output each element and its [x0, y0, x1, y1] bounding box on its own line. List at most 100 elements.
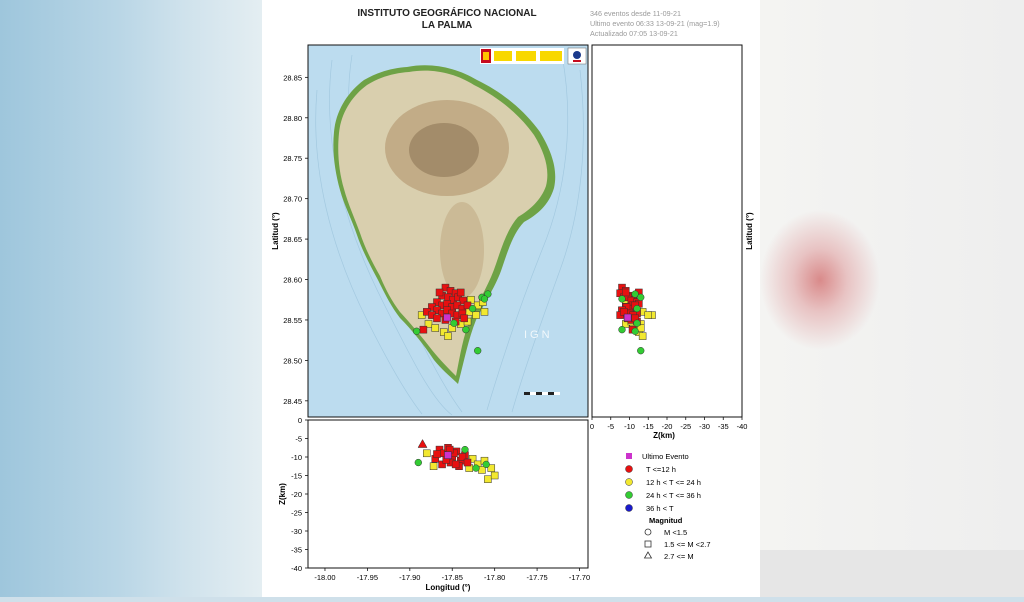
- depth-latitude-tick-label: -35: [718, 422, 729, 431]
- ign-watermark: IGN: [524, 329, 553, 341]
- depth-longitude-ytick-label: -40: [291, 564, 302, 573]
- depth-latitude-points: [616, 283, 656, 355]
- epicenter-t3: [450, 319, 458, 327]
- legend-t1-label: T <=12 h: [646, 465, 676, 474]
- hypocenter-t3: [633, 304, 641, 313]
- depth-latitude-tick-label: 0: [590, 422, 594, 431]
- depth-longitude-ytick-label: -20: [291, 490, 302, 499]
- depth-longitude-panel: -18.00 -17.95 -17.90 -17.85 -17.80 -17.75 -17.…: [278, 416, 590, 592]
- depth-latitude-tick-label: -10: [624, 422, 635, 431]
- depth-longitude-xtick-label: -17.90: [399, 573, 420, 582]
- legend-m2-marker: [644, 540, 652, 548]
- depth-longitude-xtick-label: -18.00: [314, 573, 335, 582]
- depth-longitude-xlabel: Longitud (°): [426, 583, 471, 592]
- blurred-background-right-bottom: [760, 550, 1024, 597]
- depth-point-t3: [482, 460, 490, 469]
- depth-point-triangle: [417, 439, 428, 448]
- map-ytick-label: 28.70: [283, 195, 302, 204]
- hypocenter-t2: [638, 332, 647, 340]
- map-ytick-label: 28.55: [283, 316, 302, 325]
- depth-latitude-x-ticks: 0 -5 -10 -15 -20 -25 -30 -35 -40: [590, 417, 748, 431]
- hypocenter-t3: [631, 290, 639, 298]
- map-ytick-label: 28.65: [283, 235, 302, 244]
- depth-point-t1: [451, 460, 460, 469]
- legend: Ultimo Evento T <=12 h 12 h < T <= 24 h …: [625, 452, 711, 561]
- map-ytick-label: 28.75: [283, 154, 302, 163]
- legend-m3-label: 2.7 <= M: [664, 552, 694, 561]
- epicenter-t1: [419, 325, 428, 334]
- epicenter-t1: [435, 288, 444, 297]
- depth-longitude-ytick-label: -35: [291, 546, 302, 555]
- map-y-ticks: 28.85 28.80 28.75 28.70 28.65 28.60 28.55 28.50…: [283, 73, 308, 406]
- legend-m1-label: M <1.5: [664, 528, 687, 537]
- depth-point-ultimo: [444, 451, 452, 459]
- depth-point-t2: [487, 464, 496, 472]
- depth-longitude-xtick-label: -17.70: [569, 573, 590, 582]
- depth-point-t1: [458, 453, 467, 461]
- depth-latitude-ylabel: Latitud (°): [745, 212, 754, 250]
- legend-ultimo-marker: [626, 453, 632, 459]
- map-epicenters: [412, 283, 492, 355]
- epicenter-t3: [474, 347, 482, 355]
- hypocenter-t3: [637, 293, 645, 301]
- depth-longitude-ytick-label: -5: [295, 435, 302, 444]
- depth-longitude-ticks: -18.00 -17.95 -17.90 -17.85 -17.80 -17.75 -17.…: [291, 416, 590, 582]
- seismic-figure: INSTITUTO GEOGRÁFICO NACIONAL LA PALMA 3…: [271, 6, 754, 592]
- legend-t4-label: 36 h < T: [646, 504, 674, 513]
- depth-latitude-xlabel: Z(km): [653, 431, 675, 440]
- legend-t2-label: 12 h < T <= 24 h: [646, 478, 701, 487]
- epicenter-t2: [480, 308, 489, 316]
- hypocenter-t3: [618, 326, 626, 334]
- epicenter-t1: [433, 314, 441, 323]
- depth-latitude-tick-label: -25: [680, 422, 691, 431]
- depth-longitude-xtick-label: -17.75: [526, 573, 547, 582]
- depth-point-t3: [472, 464, 480, 472]
- scale-bar: [524, 392, 560, 395]
- epicenter-t3: [468, 304, 477, 313]
- legend-t3-label: 24 h < T <= 36 h: [646, 491, 701, 500]
- epicenter-t2: [440, 328, 448, 336]
- legend-m2-label: 1.5 <= M <2.7: [664, 540, 711, 549]
- depth-longitude-ytick-label: -30: [291, 527, 302, 536]
- map-ytick-label: 28.45: [283, 397, 302, 406]
- epicenter-t3: [462, 326, 470, 334]
- hypocenter-ultimo: [623, 313, 632, 322]
- depth-point-t2: [429, 462, 438, 470]
- epicenter-t2: [424, 320, 433, 328]
- legend-m1-marker: [644, 528, 652, 536]
- epicenter-t1: [459, 296, 468, 305]
- depth-point-t3: [414, 458, 422, 467]
- depth-longitude-ytick-label: -25: [291, 509, 302, 518]
- epicenter-t3: [480, 295, 489, 303]
- legend-magnitud-title: Magnitud: [649, 516, 683, 525]
- legend-ultimo-label: Ultimo Evento: [642, 452, 689, 461]
- hypocenter-t3: [631, 327, 639, 335]
- title-line2: LA PALMA: [422, 20, 473, 31]
- depth-longitude-xtick-label: -17.80: [484, 573, 505, 582]
- depth-latitude-tick-label: -30: [699, 422, 710, 431]
- depth-longitude-points: [414, 439, 499, 483]
- depth-longitude-ytick-label: -15: [291, 472, 302, 481]
- hypocenter-t1: [622, 288, 630, 297]
- ministry-logo: [480, 48, 564, 64]
- info-events: 346 eventos desde 11-09-21: [590, 9, 681, 18]
- epicenter-t3: [412, 327, 421, 335]
- map-ytick-label: 28.50: [283, 356, 302, 365]
- depth-longitude-ytick-label: -10: [291, 453, 302, 462]
- legend-t3-marker: [625, 491, 633, 499]
- epicenter-ultimo: [443, 313, 451, 322]
- legend-t2-marker: [625, 478, 633, 486]
- depth-latitude-tick-label: -20: [662, 422, 673, 431]
- epicenter-t2: [472, 311, 480, 319]
- epicenter-t1: [456, 288, 465, 297]
- map-ytick-label: 28.80: [283, 114, 302, 123]
- map-ylabel: Latitud (°): [271, 212, 280, 250]
- info-last-event: Ultimo evento 06:33 13-09-21 (mag=1.9): [590, 19, 720, 28]
- depth-point-t3: [461, 445, 469, 454]
- caldera-center: [409, 123, 479, 177]
- depth-point-t1: [433, 450, 441, 458]
- seismic-report-panel: INSTITUTO GEOGRÁFICO NACIONAL LA PALMA 3…: [262, 0, 760, 597]
- depth-latitude-tick-label: -40: [737, 422, 748, 431]
- depth-point-t2: [423, 449, 431, 458]
